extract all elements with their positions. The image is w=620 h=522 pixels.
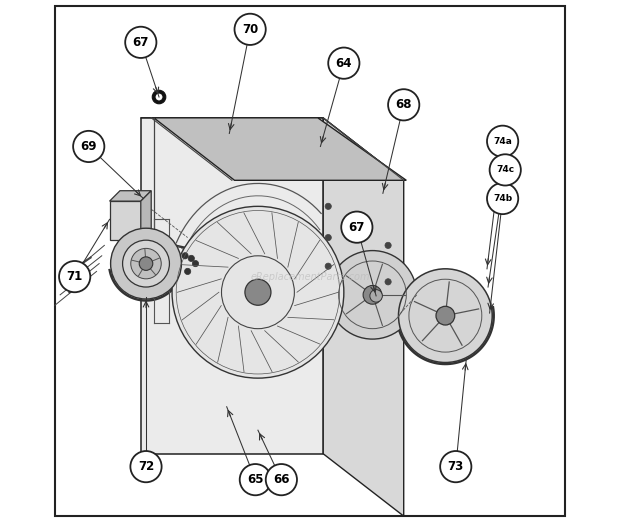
- Circle shape: [440, 451, 471, 482]
- Circle shape: [140, 257, 153, 270]
- Polygon shape: [110, 201, 141, 240]
- Text: 74c: 74c: [496, 165, 515, 174]
- Circle shape: [156, 94, 162, 100]
- Circle shape: [245, 279, 271, 305]
- Circle shape: [185, 268, 191, 275]
- Polygon shape: [141, 118, 323, 454]
- Text: 65: 65: [247, 473, 264, 486]
- Text: 74b: 74b: [493, 194, 512, 203]
- Circle shape: [325, 234, 331, 241]
- Circle shape: [334, 293, 363, 323]
- Circle shape: [363, 286, 382, 304]
- Polygon shape: [141, 191, 151, 240]
- Polygon shape: [110, 191, 151, 201]
- FancyBboxPatch shape: [55, 6, 565, 516]
- Circle shape: [125, 27, 156, 58]
- Circle shape: [385, 242, 391, 248]
- Text: 74a: 74a: [493, 137, 512, 146]
- Circle shape: [172, 206, 344, 378]
- Circle shape: [123, 240, 169, 287]
- Polygon shape: [141, 118, 404, 180]
- Circle shape: [341, 211, 373, 243]
- Circle shape: [131, 248, 161, 279]
- Circle shape: [370, 290, 383, 302]
- Circle shape: [328, 251, 417, 339]
- Text: 66: 66: [273, 473, 290, 486]
- Circle shape: [266, 464, 297, 495]
- Circle shape: [153, 90, 166, 104]
- Text: 68: 68: [396, 98, 412, 111]
- Circle shape: [388, 89, 419, 121]
- Circle shape: [399, 269, 492, 362]
- Circle shape: [73, 131, 104, 162]
- Text: 72: 72: [138, 460, 154, 473]
- Circle shape: [487, 126, 518, 157]
- Polygon shape: [323, 118, 404, 516]
- Circle shape: [234, 14, 266, 45]
- Circle shape: [328, 48, 360, 79]
- Text: 64: 64: [335, 57, 352, 69]
- Circle shape: [490, 155, 521, 185]
- Text: eReplacementParts.com: eReplacementParts.com: [250, 271, 370, 281]
- Circle shape: [487, 183, 518, 214]
- Text: 67: 67: [133, 36, 149, 49]
- Ellipse shape: [110, 228, 182, 299]
- Circle shape: [182, 253, 188, 259]
- Text: 70: 70: [242, 23, 259, 36]
- Circle shape: [192, 260, 198, 267]
- Text: 71: 71: [66, 270, 83, 283]
- Circle shape: [240, 464, 271, 495]
- Circle shape: [385, 279, 391, 285]
- Text: 69: 69: [81, 140, 97, 153]
- Circle shape: [130, 451, 162, 482]
- Circle shape: [436, 306, 454, 325]
- Circle shape: [188, 255, 195, 262]
- Circle shape: [59, 261, 91, 292]
- Polygon shape: [154, 118, 406, 180]
- Circle shape: [325, 263, 331, 269]
- Text: 67: 67: [348, 221, 365, 234]
- Text: 73: 73: [448, 460, 464, 473]
- Circle shape: [325, 203, 331, 209]
